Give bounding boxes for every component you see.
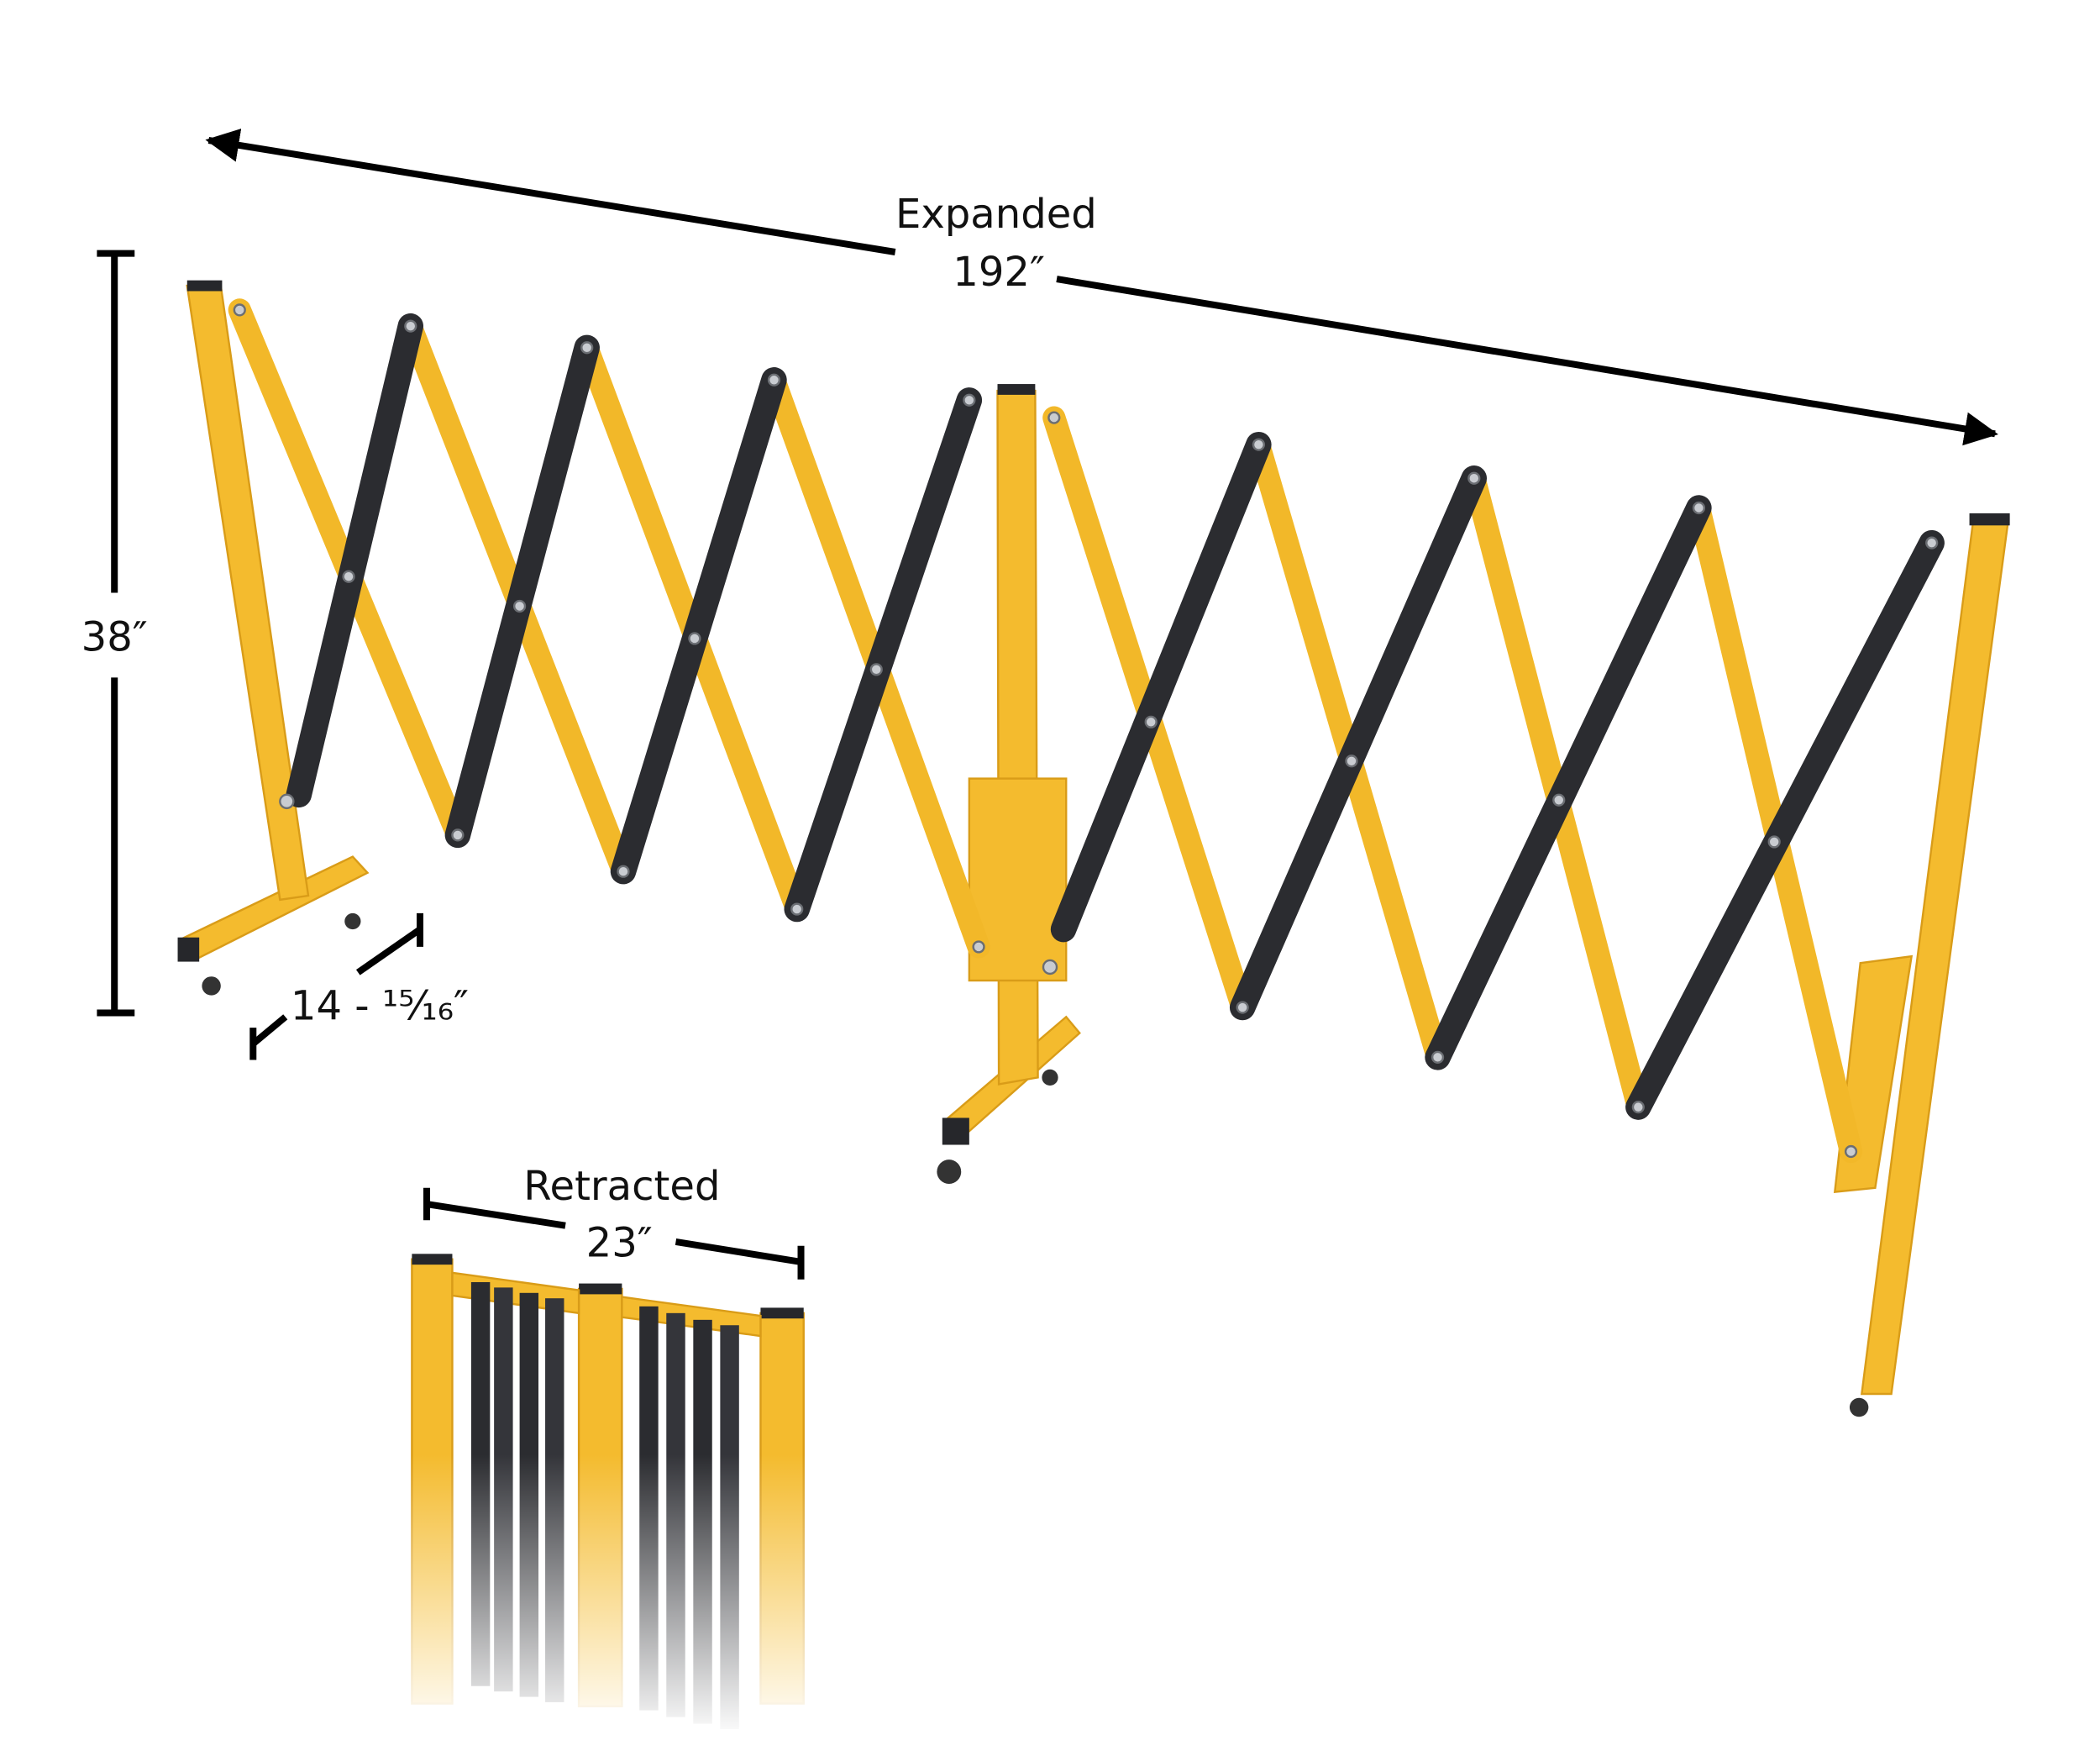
expanded-dimension: Expanded 192″ bbox=[205, 129, 1998, 446]
base-depth-dimension: 14 - ¹⁵⁄₁₆″ bbox=[249, 912, 469, 1060]
retracted-label: Retracted bbox=[523, 1163, 720, 1210]
retracted-value: 23″ bbox=[586, 1220, 653, 1267]
expanded-label: Expanded bbox=[895, 191, 1097, 238]
pivot-pins bbox=[233, 303, 1939, 1159]
height-dimension: 38″ bbox=[81, 250, 148, 1017]
base-depth-value: 14 - ¹⁵⁄₁₆″ bbox=[291, 982, 469, 1029]
left-foot bbox=[180, 855, 370, 960]
expanded-value: 192″ bbox=[953, 249, 1045, 296]
expanded-arrow-left bbox=[205, 129, 896, 255]
expanded-arrow-right bbox=[1056, 276, 1998, 446]
height-value: 38″ bbox=[81, 613, 148, 660]
retracted-dimension: Retracted 23″ bbox=[423, 1163, 805, 1280]
retracted-barrier bbox=[390, 1254, 822, 1738]
expanded-barrier bbox=[177, 280, 2010, 1417]
black-scissor-arms bbox=[286, 313, 1945, 1120]
